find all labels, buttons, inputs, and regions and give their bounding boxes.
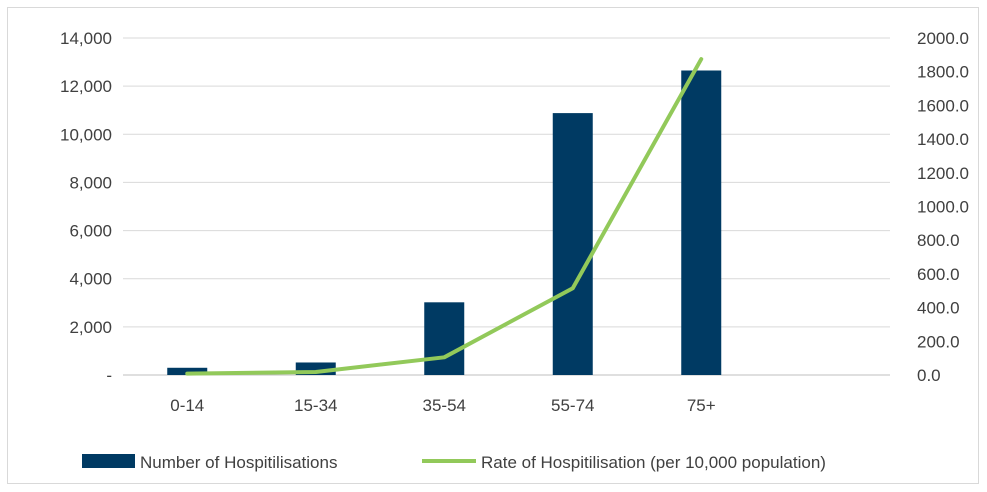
x-tick-label: 0-14 xyxy=(170,396,204,415)
legend: Number of Hospitilisations Rate of Hospi… xyxy=(82,453,826,472)
legend-bar-swatch xyxy=(82,454,135,468)
left-tick-label: 12,000 xyxy=(60,77,112,96)
right-tick-label: 600.0 xyxy=(917,265,960,284)
legend-line-label: Rate of Hospitilisation (per 10,000 popu… xyxy=(481,453,826,472)
right-tick-label: 1800.0 xyxy=(917,63,969,82)
right-tick-label: 1000.0 xyxy=(917,198,969,217)
left-tick-label: 10,000 xyxy=(60,125,112,144)
gridlines xyxy=(123,37,890,376)
bar xyxy=(167,367,208,375)
right-tick-label: 2000.0 xyxy=(917,29,969,48)
x-tick-label: 55-74 xyxy=(551,396,594,415)
right-tick-label: 400.0 xyxy=(917,299,960,318)
bar xyxy=(552,113,593,376)
left-tick-label: 4,000 xyxy=(69,270,112,289)
left-tick-label: 14,000 xyxy=(60,29,112,48)
left-y-axis: - 2,000 4,000 6,000 8,000 10,000 12,000 14,000 xyxy=(60,29,112,385)
right-tick-label: 1400.0 xyxy=(917,130,969,149)
right-tick-label: 800.0 xyxy=(917,231,960,250)
x-axis: 0-14 15-34 35-54 55-74 75+ xyxy=(170,396,716,415)
right-tick-label: 200.0 xyxy=(917,332,960,351)
left-tick-label: 8,000 xyxy=(69,173,112,192)
legend-bar-label: Number of Hospitilisations xyxy=(140,453,337,472)
line-series xyxy=(185,57,704,376)
x-tick-label: 75+ xyxy=(687,396,716,415)
left-tick-label: 2,000 xyxy=(69,318,112,337)
left-tick-label: - xyxy=(106,366,112,385)
left-tick-label: 6,000 xyxy=(69,222,112,241)
rate-line xyxy=(185,57,704,376)
x-tick-label: 15-34 xyxy=(294,396,337,415)
bar xyxy=(424,302,465,375)
right-tick-label: 0.0 xyxy=(917,366,941,385)
right-tick-label: 1200.0 xyxy=(917,164,969,183)
right-y-axis: 0.0 200.0 400.0 600.0 800.0 1000.0 1200.0 1400.… xyxy=(917,29,969,385)
chart-frame xyxy=(7,7,979,484)
right-tick-label: 1600.0 xyxy=(917,96,969,115)
bar-series xyxy=(167,70,722,376)
bar xyxy=(681,70,722,375)
x-tick-label: 35-54 xyxy=(423,396,466,415)
